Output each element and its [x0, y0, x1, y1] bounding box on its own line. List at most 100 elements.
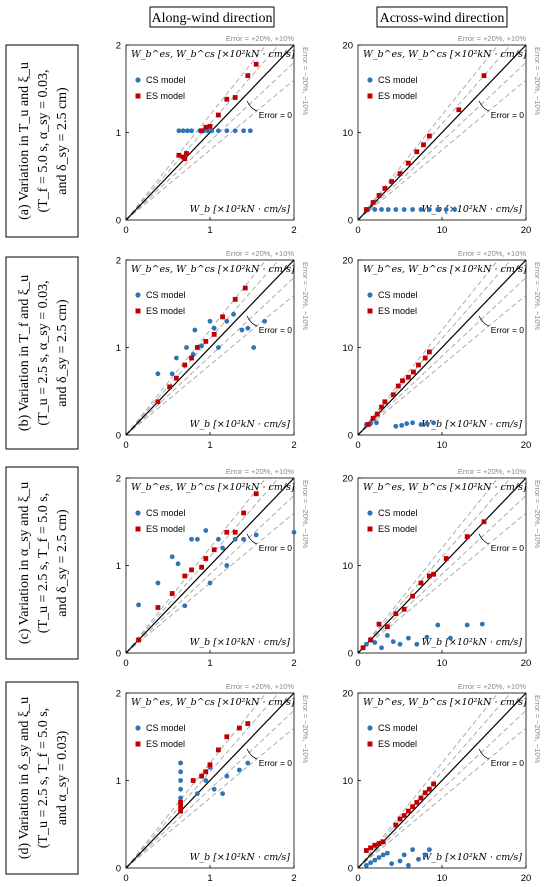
x-tick-label: 0 [123, 873, 128, 884]
es-point [418, 580, 424, 586]
guide-zero-error [125, 44, 295, 221]
cs-point [239, 327, 245, 333]
error-zero-arrow [478, 315, 490, 327]
cs-point [291, 529, 297, 535]
error-top-label: Error = +20%, +10% [458, 467, 526, 476]
es-point [395, 383, 401, 389]
legend-cs-label: CS model [378, 723, 418, 733]
es-point [232, 95, 238, 100]
cs-point [220, 791, 226, 797]
cs-point [216, 128, 221, 134]
es-point [364, 848, 369, 853]
y-tick-label: 0 [348, 864, 353, 875]
es-point [189, 355, 194, 361]
legend-cs-label: CS model [378, 290, 418, 300]
es-point [184, 151, 189, 156]
legend-cs-marker [135, 725, 141, 731]
cs-point [199, 343, 205, 349]
cs-point [380, 852, 386, 858]
error-right-label: Error = −20%, −10% [301, 695, 310, 763]
cs-point [385, 850, 390, 856]
es-point [379, 404, 384, 410]
cs-point [393, 207, 399, 212]
y-axis-label: W_b^es, W_b^cs [×10²kN · cm/s] [131, 264, 295, 275]
es-point [245, 721, 251, 727]
svg-text:and α_sy = 0.03): and α_sy = 0.03) [55, 730, 70, 825]
y-tick-label: 2 [116, 474, 121, 485]
guide-minus10 [357, 62, 527, 221]
cs-point [224, 318, 230, 324]
es-point [178, 799, 183, 805]
guide-zero-error [125, 259, 295, 436]
error-zero-arrow [246, 533, 258, 545]
y-tick-label: 20 [342, 474, 353, 485]
error-right-label: Error = −20%, −10% [301, 47, 310, 115]
legend-es-label: ES model [146, 524, 185, 534]
x-tick-label: 1 [207, 225, 212, 236]
es-point [190, 778, 196, 783]
cs-point [424, 421, 430, 427]
cs-point [241, 536, 247, 542]
es-point [393, 611, 399, 617]
es-point [245, 73, 251, 79]
es-point [397, 171, 403, 177]
x-tick-label: 20 [521, 873, 532, 884]
y-tick-label: 0 [348, 431, 353, 442]
guide-zero-error [125, 477, 295, 654]
panel-b-along: 00 1 1 2 2 Error = +20%, +10% Error = −20%, −1… [116, 249, 310, 451]
es-point [372, 842, 378, 848]
legend-cs-label: CS model [146, 75, 186, 85]
svg-text:(T_u = 2.5 s, T_f = 5.0 s,: (T_u = 2.5 s, T_f = 5.0 s, [36, 708, 51, 848]
x-tick-label: 10 [437, 225, 448, 236]
es-point [242, 285, 248, 291]
error-right-label: Error = −20%, −10% [533, 695, 542, 763]
error-right-label: Error = −20%, −10% [301, 480, 310, 548]
cs-point [180, 128, 186, 134]
cs-point [406, 862, 411, 868]
x-axis-label: W_b [×10²kN · cm/s] [190, 852, 291, 863]
guide-plus10 [357, 692, 512, 869]
y-tick-label: 1 [116, 343, 121, 354]
cs-point [435, 207, 441, 212]
legend-cs-label: CS model [378, 75, 418, 85]
cs-point [393, 423, 399, 429]
svg-text:(T_u = 2.5 s, T_f = 5.0 s,: (T_u = 2.5 s, T_f = 5.0 s, [36, 493, 51, 633]
es-point [203, 124, 209, 130]
cs-point [224, 563, 230, 568]
cs-point [178, 760, 184, 766]
y-tick-label: 0 [348, 649, 353, 660]
es-point [397, 816, 403, 822]
guide-zero-error [125, 692, 295, 869]
legend-cs-label: CS model [146, 723, 186, 733]
es-point [401, 606, 407, 612]
y-tick-label: 20 [342, 689, 353, 700]
cs-point [372, 640, 378, 645]
y-axis-label: W_b^es, W_b^cs [×10²kN · cm/s] [363, 697, 527, 708]
x-axis-label: W_b [×10²kN · cm/s] [190, 204, 291, 215]
es-point [199, 773, 204, 779]
y-tick-label: 1 [116, 561, 121, 572]
cs-point [189, 128, 194, 134]
es-point [220, 314, 225, 320]
y-tick-label: 1 [116, 128, 121, 139]
cs-point [174, 355, 179, 361]
header-box-along [149, 6, 275, 28]
legend-es-label: ES model [378, 306, 417, 316]
cs-point [410, 420, 415, 426]
cs-point [184, 128, 190, 134]
cs-point [397, 641, 403, 647]
error-zero-arrow [246, 748, 258, 760]
es-point [207, 123, 213, 129]
cs-point [189, 536, 194, 542]
cs-point [424, 634, 430, 640]
es-point [203, 338, 209, 344]
error-top-label: Error = +20%, +10% [226, 249, 294, 258]
es-point [203, 556, 209, 561]
guide-minus10 [357, 710, 527, 869]
legend-es-marker [135, 741, 141, 747]
es-point [427, 133, 432, 139]
es-point [370, 415, 376, 421]
legend-cs-label: CS model [146, 290, 186, 300]
guide-zero-error [357, 259, 527, 436]
guide-plus10 [357, 477, 512, 654]
